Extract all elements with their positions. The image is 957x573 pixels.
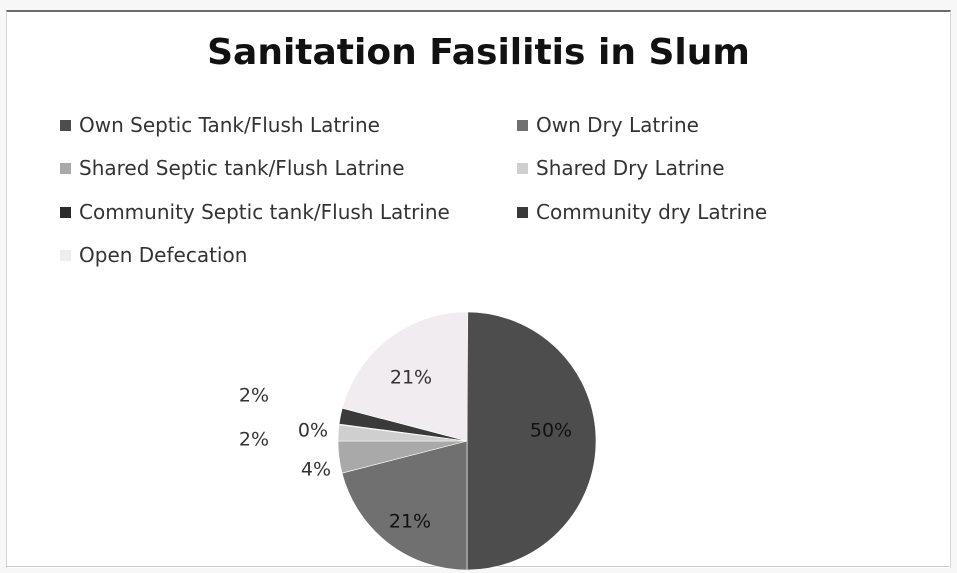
legend-item-shared-septic: Shared Septic tank/Flush Latrine <box>60 156 405 180</box>
legend-swatch <box>60 162 71 174</box>
data-label-2: 4% <box>301 459 331 481</box>
legend-label: Own Septic Tank/Flush Latrine <box>79 113 380 137</box>
pie-slice-0 <box>466 311 597 571</box>
data-label-4: 0% <box>298 420 328 442</box>
legend-label: Shared Dry Latrine <box>536 156 725 180</box>
pie-slice-1 <box>341 440 468 571</box>
legend-label: Community Septic tank/Flush Latrine <box>79 200 450 224</box>
legend-item-own-dry: Own Dry Latrine <box>517 113 699 137</box>
legend-item-shared-dry: Shared Dry Latrine <box>517 156 725 180</box>
legend-swatch <box>60 206 71 218</box>
legend-label: Community dry Latrine <box>536 200 768 224</box>
pie-slice-6 <box>341 311 469 442</box>
legend-swatch <box>517 206 528 218</box>
legend-swatch <box>60 249 71 261</box>
legend-label: Own Dry Latrine <box>536 113 699 137</box>
legend-item-community-dry: Community dry Latrine <box>517 200 767 224</box>
data-label-3: 2% <box>239 429 269 451</box>
data-label-5: 2% <box>239 385 269 407</box>
data-label-1: 21% <box>389 511 431 533</box>
legend-item-community-septic: Community Septic tank/Flush Latrine <box>60 200 450 224</box>
legend-swatch <box>517 162 528 174</box>
chart-title: Sanitation Fasilitis in Slum <box>207 32 750 73</box>
data-label-0: 50% <box>530 420 572 442</box>
data-label-6: 21% <box>390 367 432 389</box>
legend-item-open-defecation: Open Defecation <box>60 243 247 267</box>
legend-swatch <box>517 119 528 131</box>
legend-item-own-septic: Own Septic Tank/Flush Latrine <box>60 113 380 137</box>
legend-label: Open Defecation <box>79 243 248 267</box>
legend-label: Shared Septic tank/Flush Latrine <box>79 156 405 180</box>
legend-swatch <box>60 119 71 131</box>
